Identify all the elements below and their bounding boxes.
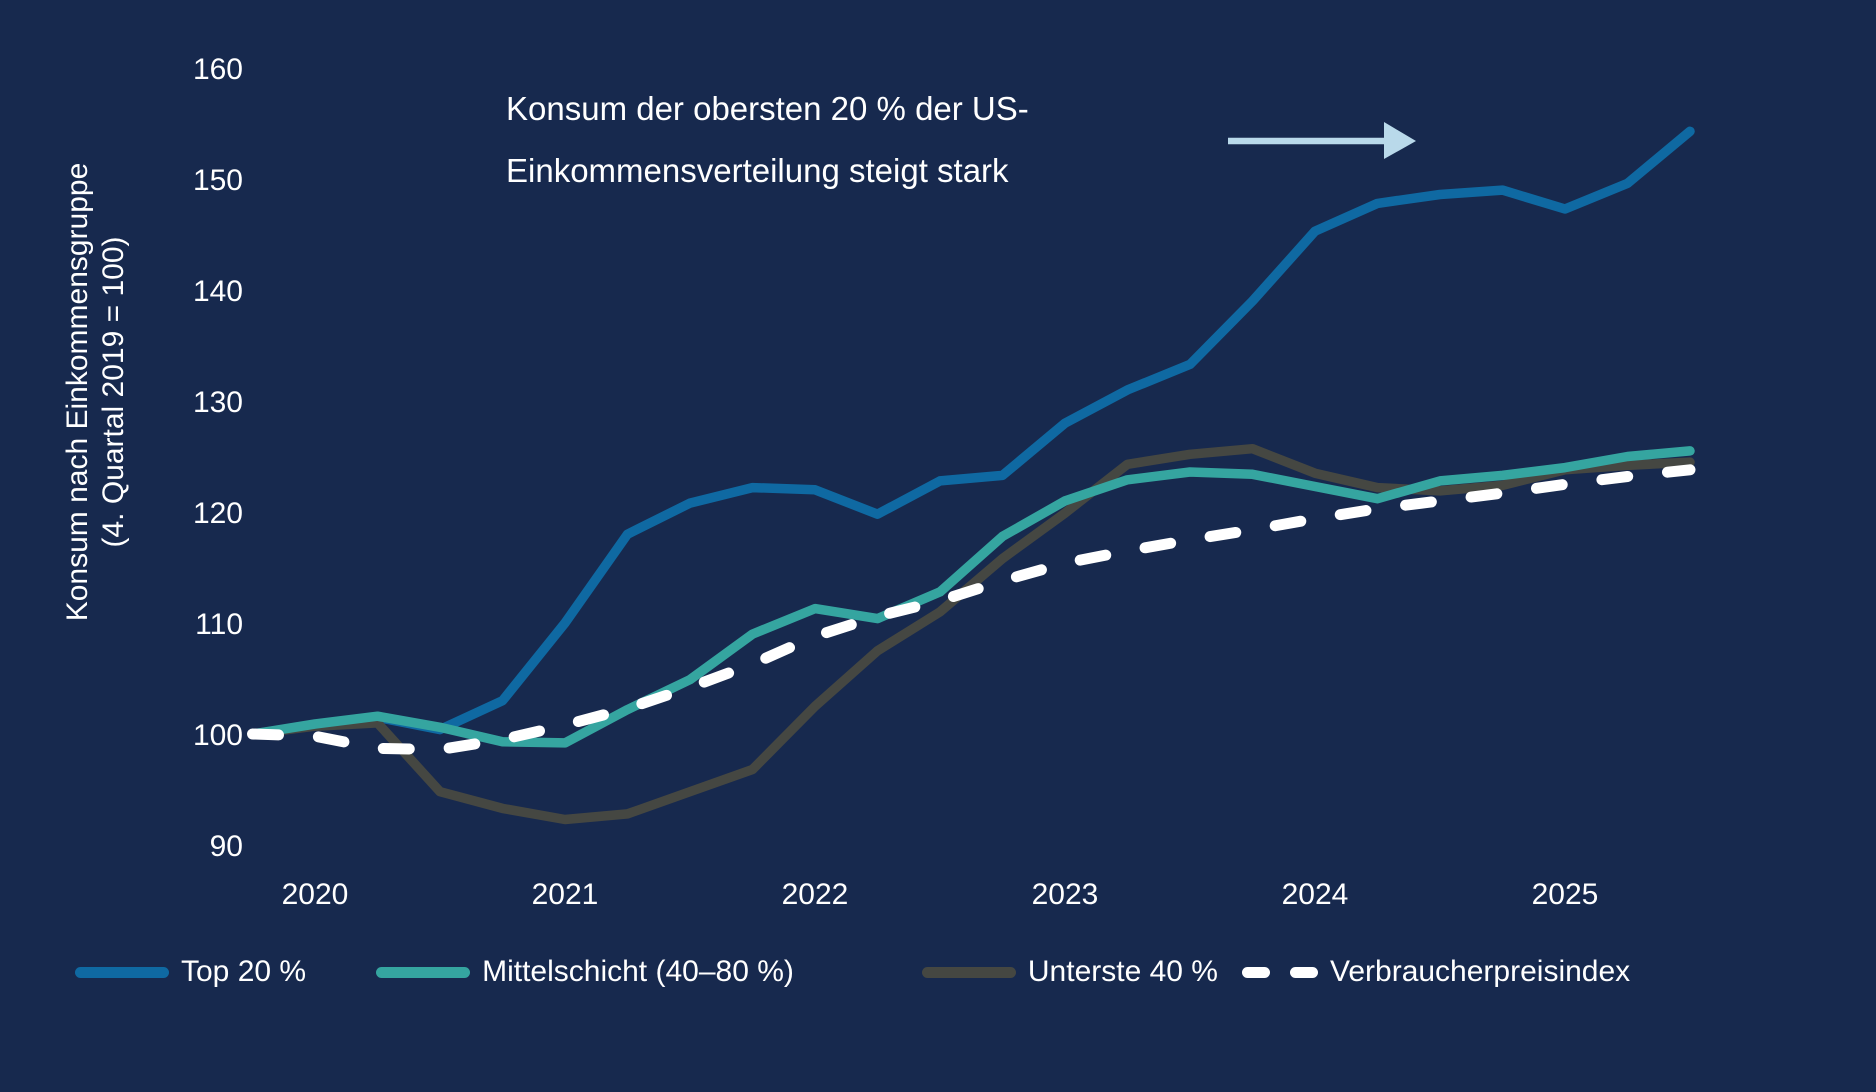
x-tick-label-2021: 2021 bbox=[532, 878, 599, 911]
series-line-top-20 bbox=[247, 126, 1695, 739]
legend-label-mittelschicht-40-80: Mittelschicht (40–80 %) bbox=[482, 955, 794, 988]
x-tick-label-2024: 2024 bbox=[1282, 878, 1349, 911]
annotation-arrow-head bbox=[1384, 122, 1416, 159]
y-tick-label-110: 110 bbox=[195, 608, 243, 641]
legend-label-verbraucherpreisindex: Verbraucherpreisindex bbox=[1329, 955, 1631, 988]
series-line-unterste-40 bbox=[247, 443, 1695, 825]
legend-item-top-20: Top 20 % bbox=[75, 955, 306, 989]
y-tick-label-130: 130 bbox=[193, 386, 243, 419]
legend-swatch-mittelschicht-40-80 bbox=[376, 966, 471, 978]
x-tick-label-2023: 2023 bbox=[1032, 878, 1099, 911]
annotation-line1: Konsum der obersten 20 % der US- bbox=[506, 90, 1029, 127]
legend-item-verbraucherpreisindex: Verbraucherpreisindex bbox=[1241, 955, 1631, 989]
y-tick-label-120: 120 bbox=[193, 497, 243, 530]
legend-label-top-20: Top 20 % bbox=[181, 955, 307, 988]
x-tick-label-2022: 2022 bbox=[782, 878, 849, 911]
y-tick-label-90: 90 bbox=[210, 830, 243, 863]
legend-swatch-unterste-40 bbox=[921, 966, 1016, 978]
legend-swatch-dash bbox=[1289, 966, 1318, 978]
legend-item-unterste-40: Unterste 40 % bbox=[921, 955, 1218, 989]
legend-swatch-verbraucherpreisindex bbox=[1241, 966, 1318, 978]
chart-annotation: Konsum der obersten 20 % der US- Einkomm… bbox=[506, 78, 1029, 202]
series-line-mittelschicht-40-80 bbox=[247, 446, 1695, 748]
series-line-verbraucherpreisindex bbox=[247, 464, 1696, 755]
x-tick-label-2020: 2020 bbox=[282, 878, 349, 911]
x-tick-label-2025: 2025 bbox=[1532, 878, 1599, 911]
chart-legend: Top 20 % Mittelschicht (40–80 %) Unterste … bbox=[75, 950, 1630, 994]
annotation-line2: Einkommensverteilung steigt stark bbox=[506, 152, 1009, 189]
legend-swatch-top-20 bbox=[75, 966, 169, 978]
y-tick-label-140: 140 bbox=[193, 275, 243, 308]
y-tick-label-100: 100 bbox=[193, 719, 243, 752]
legend-swatch-dash bbox=[1241, 966, 1270, 978]
y-tick-label-160: 160 bbox=[193, 53, 243, 86]
legend-item-mittelschicht-40-80: Mittelschicht (40–80 %) bbox=[376, 955, 794, 989]
y-tick-label-150: 150 bbox=[193, 164, 243, 197]
legend-label-unterste-40: Unterste 40 % bbox=[1027, 955, 1218, 988]
